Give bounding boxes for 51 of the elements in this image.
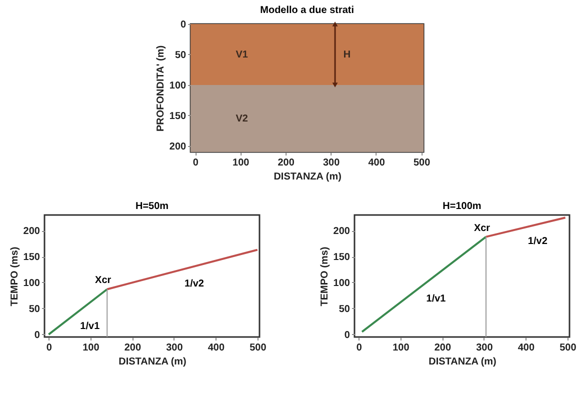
y-tick-label: 150 bbox=[23, 252, 40, 264]
x-tick-label: 400 bbox=[368, 158, 386, 168]
chart-title: Modello a due strati bbox=[260, 5, 354, 16]
x-tick-label: 400 bbox=[208, 342, 225, 354]
y-tick-label: 200 bbox=[23, 226, 40, 238]
y-tick-label: 50 bbox=[338, 304, 350, 315]
y-tick-label: 50 bbox=[28, 304, 40, 315]
x-tick-label: 300 bbox=[322, 158, 340, 168]
y-tick-label: 50 bbox=[174, 50, 187, 61]
x-tick-label: 200 bbox=[124, 342, 142, 354]
y-tick-label: 100 bbox=[23, 278, 40, 289]
x-tick-label: 100 bbox=[82, 342, 100, 354]
x-tick-label: 200 bbox=[434, 342, 452, 354]
series-label: V1 bbox=[236, 49, 248, 60]
y-tick-label: 100 bbox=[169, 80, 187, 92]
y-tick-label: 200 bbox=[169, 141, 187, 152]
series-label: V2 bbox=[236, 113, 248, 124]
x-tick-label: 0 bbox=[46, 342, 52, 354]
y-tick-label: 0 bbox=[180, 20, 187, 30]
x-axis-title: DISTANZA (m) bbox=[428, 356, 496, 368]
x-tick-label: 0 bbox=[192, 158, 199, 168]
y-tick-label: 200 bbox=[333, 226, 350, 238]
y-tick-label: 150 bbox=[333, 252, 350, 264]
y-tick-label: 0 bbox=[34, 330, 40, 341]
y-tick-label: 100 bbox=[333, 278, 350, 289]
x-tick-label: 100 bbox=[232, 158, 250, 168]
chart-title: H=100m bbox=[442, 201, 482, 212]
series-label: 1/v1 bbox=[426, 293, 446, 304]
x-tick-label: 200 bbox=[278, 158, 295, 168]
annotation: H bbox=[343, 49, 351, 60]
x-tick-label: 500 bbox=[250, 342, 267, 354]
x-tick-label: 400 bbox=[518, 342, 535, 354]
series-label: 1/v1 bbox=[80, 320, 100, 332]
x-tick-label: 0 bbox=[356, 342, 362, 354]
ref-line-label: Xcr bbox=[95, 275, 112, 286]
y-axis-title: TEMPO (ms) bbox=[9, 246, 20, 306]
x-axis-title: DISTANZA (m) bbox=[118, 356, 186, 368]
y-axis-title: PROFONDITA' (m) bbox=[155, 45, 166, 132]
x-tick-label: 300 bbox=[166, 342, 184, 354]
ref-line-label: Xcr bbox=[474, 222, 490, 234]
x-tick-label: 300 bbox=[476, 342, 494, 354]
series-label: 1/v2 bbox=[184, 278, 204, 290]
y-tick-label: 150 bbox=[169, 110, 187, 122]
y-tick-label: 0 bbox=[344, 330, 350, 341]
chart-title: H=50m bbox=[135, 201, 169, 212]
x-tick-label: 100 bbox=[392, 342, 410, 354]
y-axis-title: TEMPO (ms) bbox=[319, 246, 330, 306]
x-tick-label: 500 bbox=[413, 158, 431, 168]
series-label: 1/v2 bbox=[528, 236, 548, 248]
x-axis-title: DISTANZA (m) bbox=[274, 172, 342, 182]
x-tick-label: 500 bbox=[560, 342, 577, 354]
